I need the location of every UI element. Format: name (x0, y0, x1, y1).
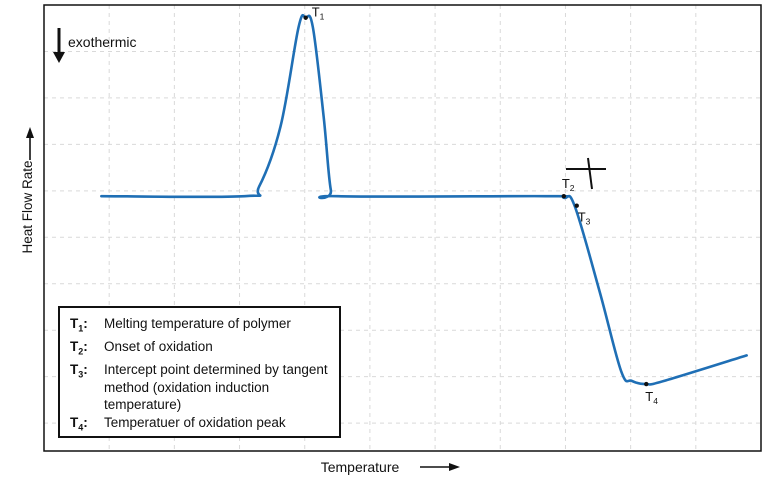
legend-box: T1: Melting temperature of polymer T2: Onse… (58, 306, 341, 438)
legend-text: Melting temperature of polymer (104, 316, 291, 331)
slope-tangent (587, 157, 593, 190)
x-axis-label: Temperature (321, 459, 400, 475)
annotation-label-t3: T3 (578, 210, 591, 227)
plot-frame (43, 4, 762, 452)
legend-row: T4: Temperatuer of oxidation peak (70, 414, 331, 437)
y-axis-label: Heat Flow Rate (20, 160, 35, 253)
legend-text: Intercept point determined by tangent me… (104, 362, 328, 413)
series-line (100, 13, 748, 386)
legend-text: Onset of oxidation (104, 339, 213, 355)
annotation-dot-t4 (644, 381, 649, 387)
annotation-dot-t2 (561, 193, 567, 199)
annotation-dot-t3 (574, 203, 579, 208)
legend-row: T2: Onset of oxidation (70, 338, 331, 361)
annotation-label-t2: T2 (562, 176, 575, 193)
legend-key: T4: (70, 414, 88, 433)
legend-row: T1: Melting temperature of polymer (70, 315, 331, 338)
legend-row: T3: Intercept point determined by tangent… (70, 361, 331, 414)
legend-key: T1: (70, 316, 88, 334)
x-axis-arrow-head (449, 463, 460, 471)
y-axis-arrow-head (26, 127, 34, 138)
exothermic-label: exothermic (68, 34, 136, 50)
annotation-label-t1: T1 (312, 5, 325, 22)
annotation-dot-t1 (303, 15, 308, 20)
annotation-label-t4: T4 (645, 389, 658, 406)
legend-key: T2: (70, 339, 88, 357)
legend-key: T3: (70, 362, 88, 381)
exothermic-arrow-head (53, 52, 65, 63)
legend-text: Temperatuer of oxidation peak (104, 414, 286, 430)
